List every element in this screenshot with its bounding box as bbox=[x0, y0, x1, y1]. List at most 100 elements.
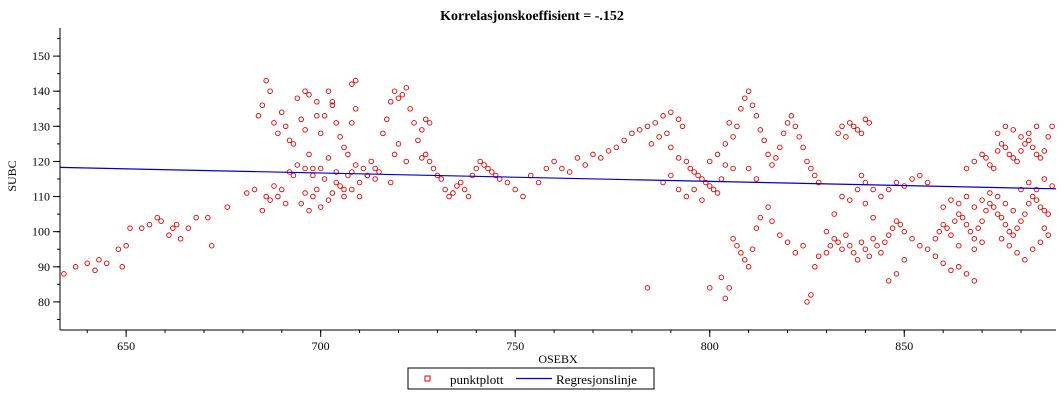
scatter-point bbox=[683, 193, 690, 200]
scatter-point bbox=[1014, 225, 1020, 231]
scatter-point bbox=[485, 165, 491, 172]
scatter-point bbox=[290, 141, 297, 147]
scatter-point bbox=[695, 172, 701, 179]
scatter-point bbox=[784, 239, 791, 245]
scatter-point bbox=[154, 214, 161, 221]
scatter-point bbox=[356, 193, 363, 200]
scatter-point bbox=[72, 264, 79, 270]
scatter-point bbox=[1037, 239, 1044, 245]
scatter-point bbox=[644, 123, 651, 130]
scatter-point bbox=[1029, 193, 1036, 200]
scatter-point bbox=[349, 186, 355, 193]
scatter-point bbox=[780, 130, 787, 137]
scatter-point bbox=[749, 102, 756, 109]
scatter-point bbox=[1033, 151, 1040, 158]
scatter-point bbox=[1037, 155, 1044, 161]
scatter-point bbox=[123, 242, 129, 249]
scatter-point bbox=[773, 155, 779, 161]
scatter-point bbox=[430, 165, 437, 172]
scatter-point bbox=[454, 183, 460, 189]
scatter-point bbox=[804, 158, 810, 165]
scatter-point bbox=[889, 225, 896, 231]
scatter-point bbox=[469, 172, 476, 179]
x-tick-label: 700 bbox=[312, 339, 330, 353]
scatter-point bbox=[325, 155, 332, 161]
scatter-point bbox=[730, 235, 736, 242]
scatter-point bbox=[314, 98, 320, 105]
scatter-point bbox=[1026, 137, 1032, 144]
scatter-point bbox=[870, 214, 876, 221]
scatter-point bbox=[636, 127, 643, 133]
scatter-point bbox=[127, 225, 133, 231]
scatter-point bbox=[352, 106, 359, 112]
scatter-point bbox=[1041, 207, 1048, 214]
scatter-point bbox=[275, 130, 281, 137]
scatter-point bbox=[407, 106, 413, 112]
scatter-point bbox=[827, 242, 834, 249]
x-axis-title: OSEBX bbox=[538, 352, 578, 366]
scatter-point bbox=[812, 264, 818, 270]
scatter-point bbox=[1010, 207, 1016, 214]
scatter-point bbox=[504, 179, 511, 186]
scatter-point bbox=[535, 179, 542, 186]
scatter-point bbox=[784, 120, 791, 126]
scatter-point bbox=[664, 130, 670, 137]
scatter-point bbox=[971, 278, 978, 284]
x-tick-label: 750 bbox=[506, 339, 524, 353]
scatter-point bbox=[372, 176, 378, 182]
scatter-point bbox=[734, 123, 740, 130]
scatter-point bbox=[574, 155, 581, 161]
scatter-point bbox=[333, 169, 339, 175]
scatter-point bbox=[613, 144, 620, 151]
scatter-point bbox=[644, 285, 651, 291]
scatter-point bbox=[314, 186, 320, 193]
scatter-point bbox=[963, 193, 970, 200]
scatter-point bbox=[426, 120, 433, 126]
scatter-point bbox=[84, 260, 90, 267]
axes: 650 700 750 800 850 80 90 100 110 120 130 140 150 bbox=[32, 28, 1056, 353]
scatter-point bbox=[885, 278, 892, 284]
scatter-point bbox=[419, 155, 425, 161]
scatter-point bbox=[1026, 179, 1032, 186]
scatter-point bbox=[352, 162, 359, 168]
scatter-point bbox=[1018, 186, 1024, 193]
scatter-point bbox=[317, 130, 324, 137]
scatter-point bbox=[481, 162, 487, 168]
y-axis-title: SUBC bbox=[5, 160, 19, 191]
scatter-point bbox=[1018, 148, 1024, 154]
scatter-point bbox=[590, 151, 596, 158]
scatter-point bbox=[1041, 225, 1048, 231]
scatter-point bbox=[745, 264, 752, 270]
scatter-point bbox=[703, 179, 709, 186]
scatter-point bbox=[897, 221, 904, 228]
scatter-point bbox=[1018, 218, 1024, 224]
scatter-point bbox=[730, 134, 736, 140]
scatter-point bbox=[955, 264, 962, 270]
scatter-point bbox=[341, 144, 347, 151]
scatter-point bbox=[337, 134, 343, 140]
scatter-point bbox=[994, 193, 1001, 200]
scatter-point bbox=[839, 246, 845, 252]
scatter-point bbox=[932, 235, 939, 242]
scatter-point bbox=[356, 179, 363, 186]
scatter-point bbox=[940, 221, 946, 228]
scatter-point bbox=[893, 271, 900, 277]
scatter-point bbox=[668, 172, 674, 179]
scatter-point bbox=[399, 91, 406, 98]
scatter-point bbox=[185, 225, 192, 231]
scatter-points bbox=[61, 77, 1055, 305]
scatter-point bbox=[391, 88, 398, 94]
scatter-point bbox=[757, 127, 764, 133]
scatter-point bbox=[1022, 257, 1028, 263]
scatter-point bbox=[839, 193, 845, 200]
scatter-point bbox=[1022, 141, 1028, 147]
regression-line-layer bbox=[59, 166, 1057, 190]
y-tick-label: 110 bbox=[32, 190, 50, 204]
scatter-point bbox=[718, 176, 725, 182]
scatter-point bbox=[1014, 249, 1020, 256]
scatter-point bbox=[815, 179, 822, 186]
scatter-point bbox=[850, 249, 857, 256]
scatter-point bbox=[885, 186, 892, 193]
scatter-point bbox=[765, 204, 771, 210]
scatter-point bbox=[473, 165, 480, 172]
